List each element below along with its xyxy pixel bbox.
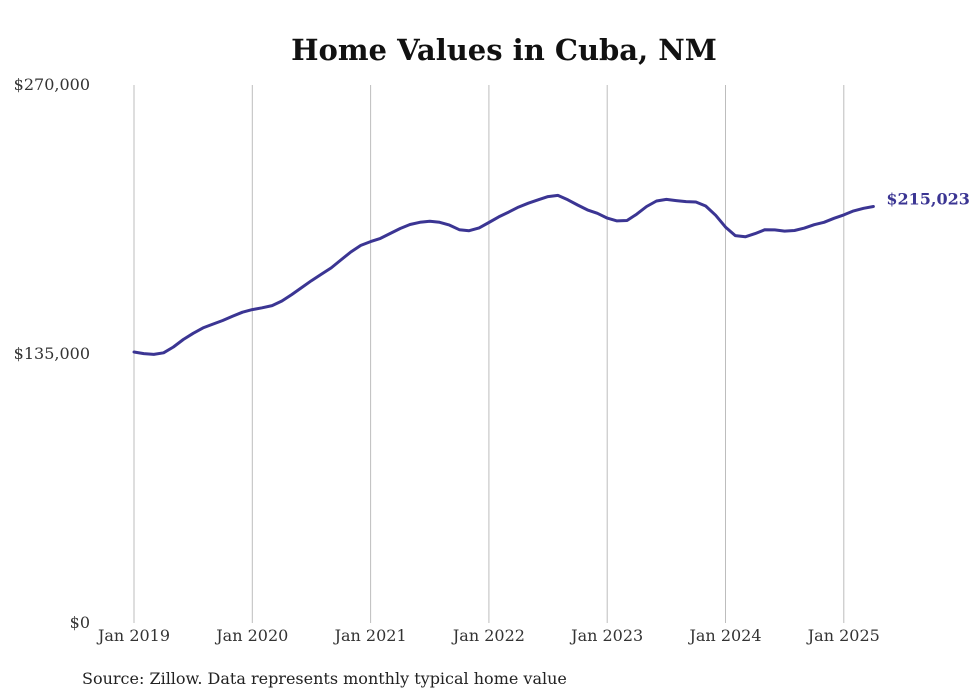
y-tick-label: $0 [70, 613, 90, 632]
series-group [132, 193, 875, 356]
source-note: Source: Zillow. Data represents monthly … [82, 669, 567, 688]
x-tick-label: Jan 2020 [214, 626, 288, 645]
chart-title: Home Values in Cuba, NM [291, 33, 717, 67]
x-tick-label: Jan 2023 [569, 626, 643, 645]
y-axis: $0 $135,000 $270,000 [14, 75, 90, 632]
x-tick-label: Jan 2019 [96, 626, 170, 645]
x-tick-label: Jan 2021 [333, 626, 407, 645]
y-tick-label: $270,000 [14, 75, 90, 94]
y-tick-label: $135,000 [14, 344, 90, 363]
x-tick-label: Jan 2022 [451, 626, 525, 645]
series-line-0 [132, 193, 875, 356]
end-value-label: $215,023 [886, 190, 970, 209]
x-axis: Jan 2019 Jan 2020 Jan 2021 Jan 2022 Jan 2023… [96, 626, 880, 645]
grid-lines [133, 85, 845, 623]
x-tick-label: Jan 2024 [687, 626, 761, 645]
x-tick-label: Jan 2025 [806, 626, 880, 645]
